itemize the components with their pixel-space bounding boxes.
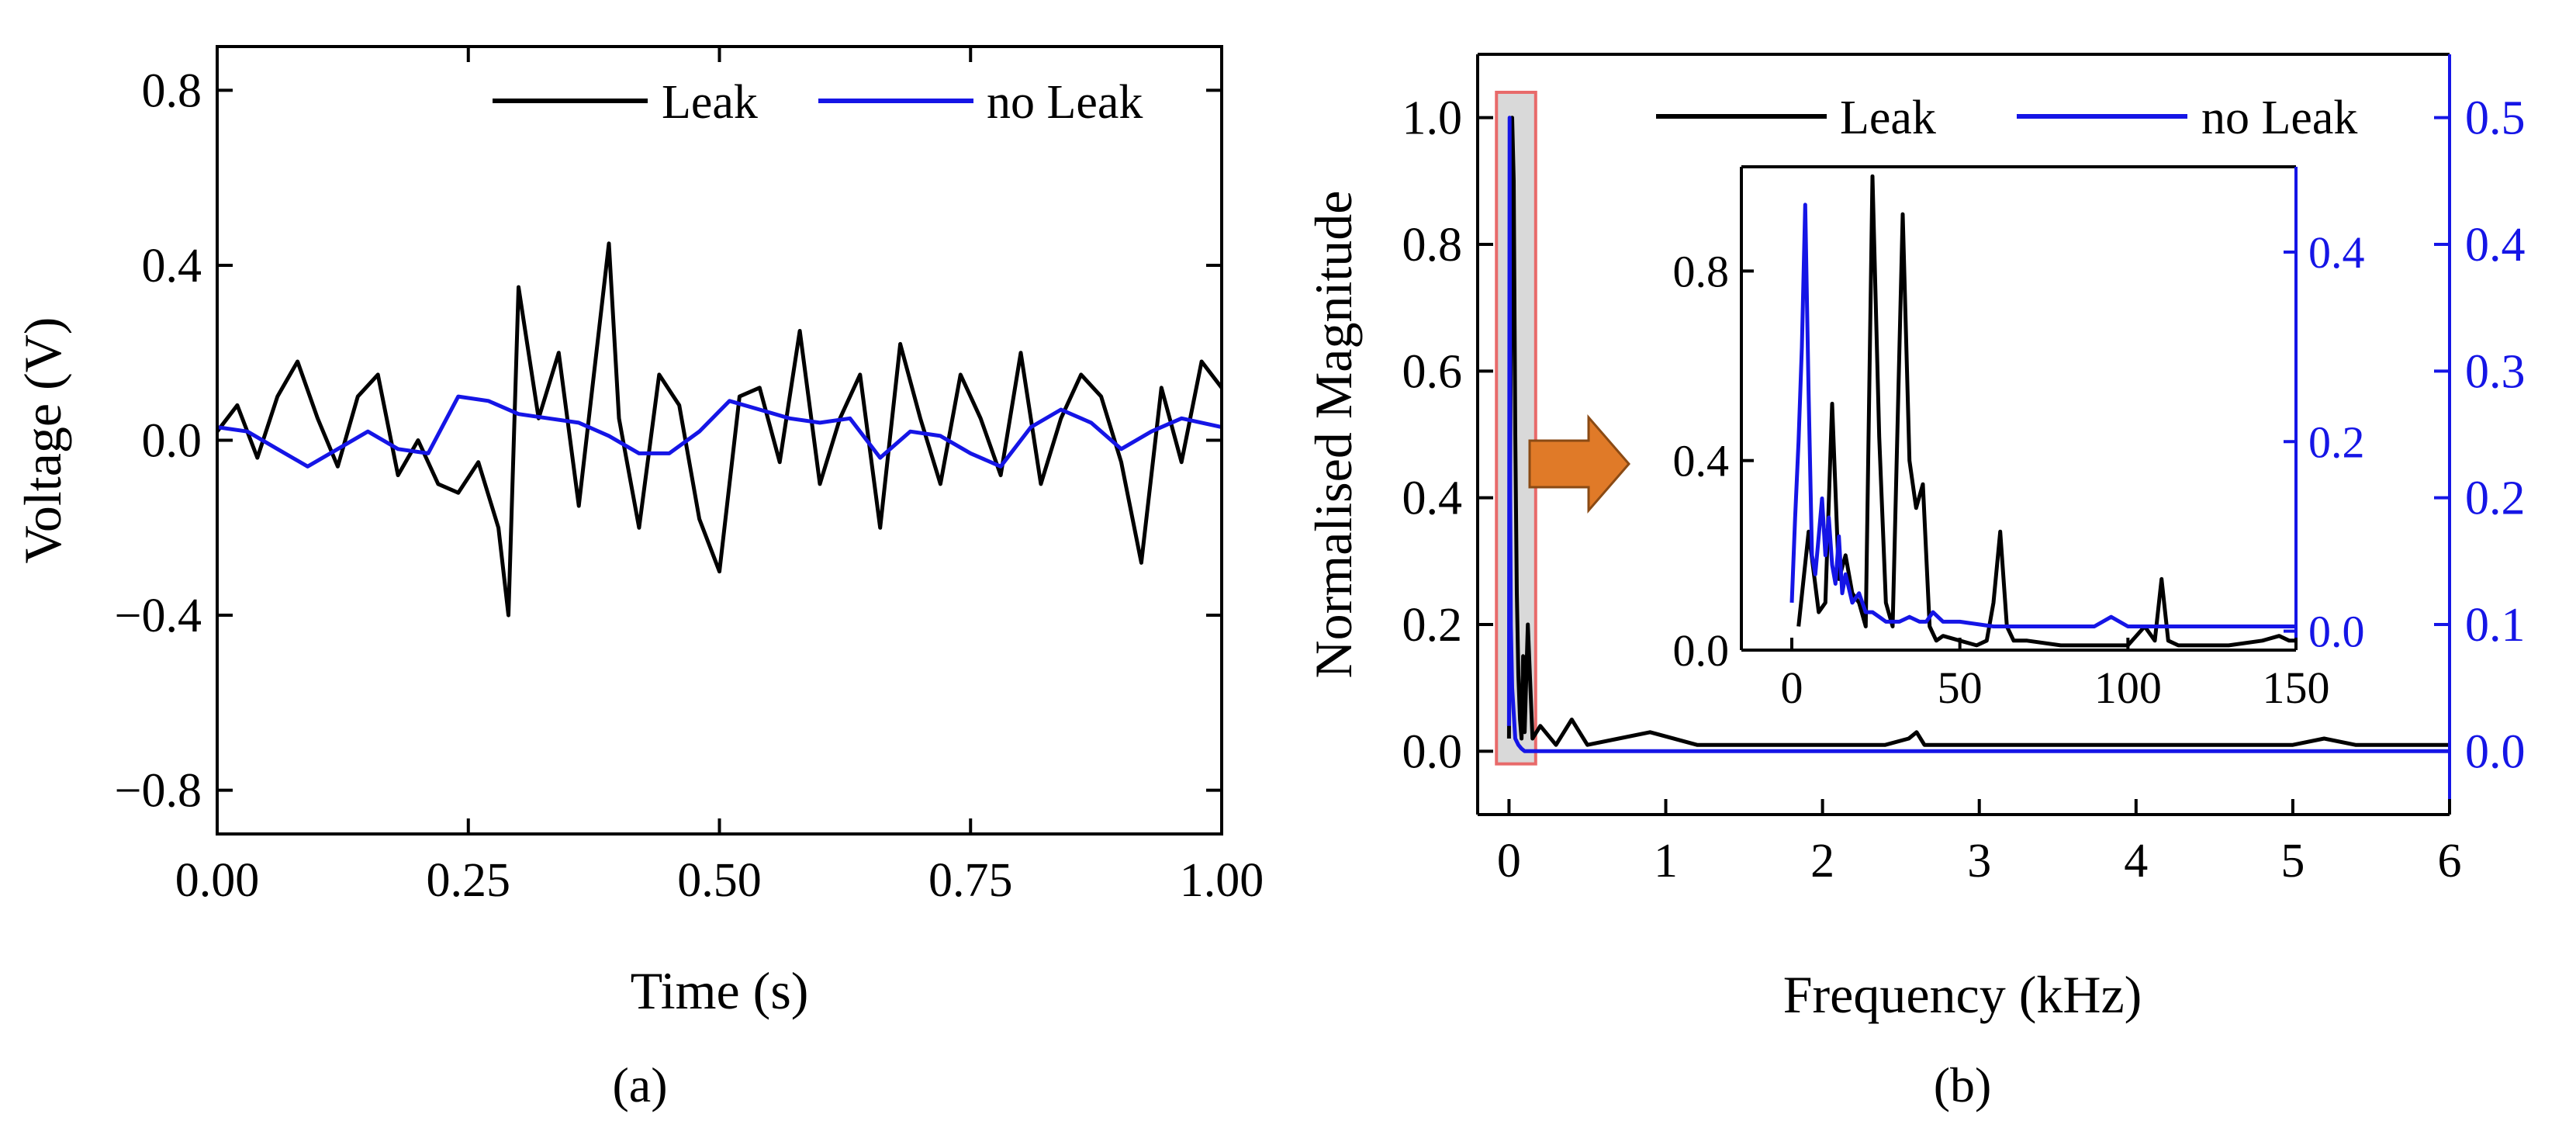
y-tick-label-a: 0.0 xyxy=(142,415,202,468)
series-line-leak-b xyxy=(1506,116,2450,747)
x-axis-label-b: Frequency (kHz) xyxy=(1783,965,2142,1024)
series-line-no-leak-b xyxy=(1506,116,2450,753)
inset-x-tick-label: 50 xyxy=(1938,663,1983,713)
y-tick-label-b: 0.8 xyxy=(1402,219,1463,272)
legend-b: Leak no Leak xyxy=(1656,92,2357,144)
x-tick-label-a: 0.75 xyxy=(928,854,1013,907)
x-tick-label-a: 0.00 xyxy=(175,854,260,907)
inset-y-tick-label-right: 0.2 xyxy=(2308,417,2365,467)
inset-y-tick-label-right: 0.0 xyxy=(2308,607,2365,657)
x-tick-label-b: 1 xyxy=(1654,835,1678,887)
y-tick-label-b: 0.4 xyxy=(1402,472,1463,525)
y-tick-label-right-b: 0.2 xyxy=(2465,472,2526,525)
inset-y-tick-label: 0.4 xyxy=(1673,436,1730,486)
panel-caption-b: (b) xyxy=(1934,1057,1992,1112)
y-axis-label-b: Normalised Magnitude xyxy=(1304,191,1363,679)
y-tick-label-a: −0.8 xyxy=(115,765,202,818)
inset-x-tick-label: 100 xyxy=(2094,663,2162,713)
inset-series-line-no-leak xyxy=(1789,202,2296,628)
inset-x-tick-label: 0 xyxy=(1781,663,1803,713)
x-tick-label-b: 5 xyxy=(2280,835,2305,887)
zoom-arrow-icon xyxy=(1528,413,1630,514)
inset-y-tick-label: 0.0 xyxy=(1673,625,1730,676)
legend-label-leak-a: Leak xyxy=(662,76,758,129)
y-tick-label-b: 0.0 xyxy=(1402,725,1463,778)
series-line-leak xyxy=(216,241,1223,618)
y-tick-label-right-b: 0.1 xyxy=(2465,599,2526,652)
y-tick-label-right-b: 0.4 xyxy=(2465,219,2526,272)
legend-label-noleak-a: no Leak xyxy=(987,76,1143,129)
x-tick-label-b: 0 xyxy=(1497,835,1521,887)
y-tick-label-b: 0.6 xyxy=(1402,345,1463,398)
y-tick-label-b: 0.2 xyxy=(1402,599,1463,652)
y-tick-label-right-b: 0.3 xyxy=(2465,345,2526,398)
y-tick-label-a: 0.8 xyxy=(142,64,202,117)
legend-a: Leak no Leak xyxy=(493,76,1143,129)
x-tick-label-a: 0.50 xyxy=(677,854,762,907)
legend-label-noleak-b: no Leak xyxy=(2201,92,2357,144)
panel-caption-a: (a) xyxy=(612,1057,667,1112)
panel-a: 0.00 0.25 0.50 0.75 1.00 −0.8 −0.4 0.0 0.4 0.8 Tim… xyxy=(13,45,1264,1112)
x-tick-label-b: 4 xyxy=(2124,835,2148,887)
series-line-no-leak xyxy=(216,394,1222,469)
inset-y-tick-label-right: 0.4 xyxy=(2308,227,2365,278)
inset-chart: 0 50 100 150 0.0 0.4 0.8 0.0 0.2 0.4 xyxy=(1673,165,2365,713)
y-axis-label-a: Voltage (V) xyxy=(13,317,72,564)
y-tick-label-right-b: 0.0 xyxy=(2465,725,2526,778)
x-tick-label-b: 6 xyxy=(2438,835,2462,887)
panel-b: 0 1 2 3 4 5 6 0.0 0.2 0.4 0.6 0.8 1.0 0.0 0.1 0.2 0.3 0.4… xyxy=(1304,53,2526,1112)
x-tick-label-b: 3 xyxy=(1967,835,1991,887)
inset-y-tick-label: 0.8 xyxy=(1673,246,1730,296)
y-tick-label-a: −0.4 xyxy=(115,590,202,642)
x-tick-label-a: 1.00 xyxy=(1180,854,1264,907)
x-tick-label-a: 0.25 xyxy=(427,854,511,907)
inset-x-tick-label: 150 xyxy=(2263,663,2330,713)
x-axis-label-a: Time (s) xyxy=(631,961,809,1020)
y-tick-label-right-b: 0.5 xyxy=(2465,92,2526,145)
y-tick-label-b: 1.0 xyxy=(1402,92,1463,145)
y-tick-label-a: 0.4 xyxy=(142,240,202,292)
plot-frame-a xyxy=(216,45,1223,836)
legend-label-leak-b: Leak xyxy=(1840,92,1936,144)
x-tick-label-b: 2 xyxy=(1810,835,1834,887)
